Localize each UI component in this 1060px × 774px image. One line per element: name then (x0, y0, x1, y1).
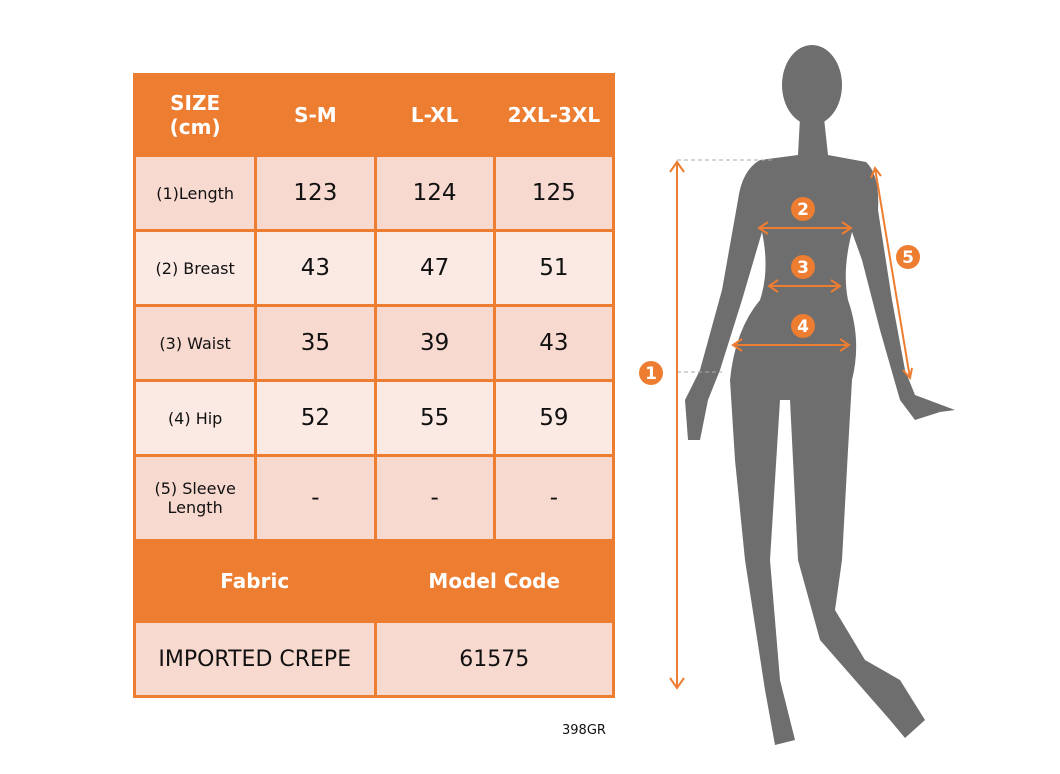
header-row: SIZE (cm) S-M L-XL 2XL-3XL (132, 73, 616, 157)
fabric-header: Fabric (133, 539, 377, 623)
row-label: (1)Length (132, 154, 258, 232)
table-row: (4) Hip 52 55 59 (132, 379, 616, 457)
cell: 39 (373, 304, 496, 382)
size-header: SIZE (cm) (132, 73, 258, 157)
cell: 47 (373, 229, 496, 307)
cell: 35 (254, 304, 377, 382)
table-row: (1)Length 123 124 125 (132, 154, 616, 232)
cell: 125 (492, 154, 616, 232)
footer-header-row: Fabric Model Code (133, 539, 615, 623)
marker-4: 4 (791, 314, 815, 338)
svg-text:4: 4 (797, 317, 809, 337)
svg-text:2: 2 (797, 200, 809, 220)
table-row: (3) Waist 35 39 43 (132, 304, 616, 382)
cell: 55 (373, 379, 496, 457)
row-label: (3) Waist (132, 304, 258, 382)
row-label: (5) Sleeve Length (132, 454, 258, 542)
table-row: (2) Breast 43 47 51 (132, 229, 616, 307)
cell: 124 (373, 154, 496, 232)
svg-text:1: 1 (645, 364, 657, 384)
row-label: (4) Hip (132, 379, 258, 457)
cell: - (492, 454, 616, 542)
size-l-xl: L-XL (373, 73, 496, 157)
guide-lines (677, 159, 775, 373)
product-code: 398GR (562, 723, 606, 738)
cell: 43 (254, 229, 377, 307)
marker-3: 3 (791, 255, 815, 279)
cell: - (254, 454, 377, 542)
table-row: (5) Sleeve Length - - - (132, 454, 616, 542)
footer-row: IMPORTED CREPE 61575 (133, 620, 615, 698)
cell: 123 (254, 154, 377, 232)
measure-arrows (669, 160, 913, 690)
size-s-m: S-M (254, 73, 377, 157)
cell: 52 (254, 379, 377, 457)
svg-text:5: 5 (902, 248, 914, 268)
marker-1: 1 (639, 361, 663, 385)
fabric-value: IMPORTED CREPE (133, 620, 377, 698)
model-code-header: Model Code (373, 539, 615, 623)
cell: 59 (492, 379, 616, 457)
size-2xl-3xl: 2XL-3XL (492, 73, 616, 157)
model-code-value: 61575 (373, 620, 615, 698)
silhouette-icon (685, 45, 955, 745)
marker-2: 2 (791, 197, 815, 221)
cell: - (373, 454, 496, 542)
svg-text:3: 3 (797, 258, 809, 278)
cell: 43 (492, 304, 616, 382)
row-label: (2) Breast (132, 229, 258, 307)
marker-5: 5 (896, 245, 920, 269)
cell: 51 (492, 229, 616, 307)
size-table: SIZE (cm) S-M L-XL 2XL-3XL (1)Length 123 … (132, 73, 616, 698)
